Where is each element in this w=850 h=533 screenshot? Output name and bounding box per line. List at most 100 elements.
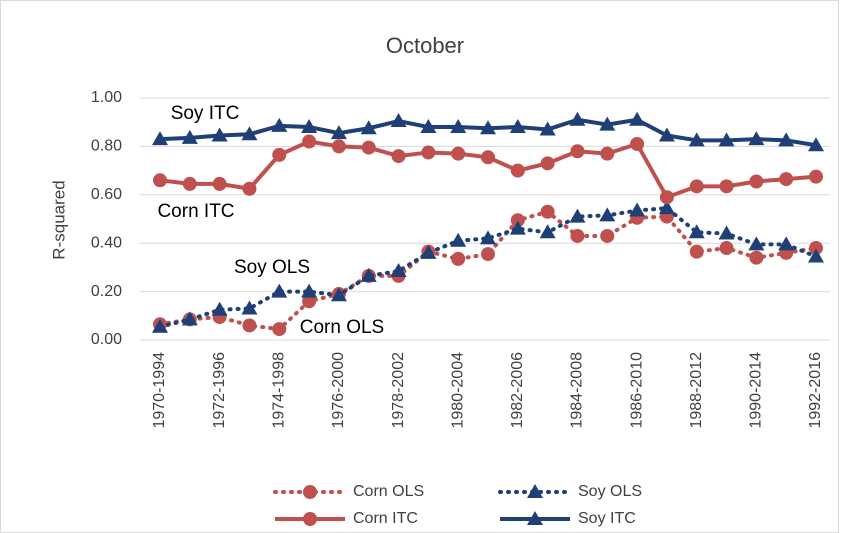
x-tick-label: 1990-2014 — [748, 352, 765, 429]
marker — [302, 294, 317, 309]
marker — [748, 236, 765, 251]
series — [153, 134, 823, 205]
annotation: Soy OLS — [234, 257, 310, 278]
chart-title: October — [386, 33, 464, 58]
marker — [808, 248, 824, 263]
marker — [242, 318, 257, 333]
marker — [718, 225, 735, 240]
marker — [539, 224, 556, 239]
legend-marker — [303, 512, 317, 526]
marker — [360, 267, 377, 282]
marker — [152, 131, 168, 146]
marker — [599, 116, 616, 131]
x-tick-label: 1992-2016 — [807, 352, 824, 429]
marker — [450, 119, 467, 134]
x-tick-label: 1984-2008 — [569, 352, 586, 429]
marker — [688, 224, 705, 239]
marker — [629, 202, 646, 217]
marker — [360, 120, 377, 135]
marker — [330, 287, 347, 302]
x-tick-label: 1986-2010 — [628, 352, 645, 429]
marker — [659, 190, 674, 205]
legend-label: Corn ITC — [353, 510, 418, 527]
x-tick-label: 1980-2004 — [449, 352, 466, 429]
marker — [570, 144, 585, 159]
marker — [719, 179, 734, 194]
y-tick-label: 0.60 — [91, 186, 122, 203]
marker — [481, 247, 495, 262]
y-tick-label: 0.00 — [91, 331, 122, 348]
marker — [749, 174, 764, 189]
series — [152, 111, 824, 152]
marker — [152, 318, 168, 333]
marker — [181, 311, 198, 326]
marker — [509, 220, 526, 235]
x-tick-label: 1976-2000 — [330, 352, 347, 429]
marker — [570, 228, 585, 243]
marker — [271, 117, 288, 132]
marker — [779, 172, 794, 187]
marker — [301, 119, 318, 134]
marker — [808, 137, 824, 152]
marker — [272, 322, 287, 337]
marker — [749, 250, 764, 265]
x-tick-label: 1988-2012 — [688, 352, 705, 429]
marker — [330, 125, 347, 140]
marker — [480, 120, 496, 135]
marker — [569, 208, 586, 223]
annotation: Soy ITC — [171, 103, 240, 124]
marker — [242, 181, 257, 196]
marker — [540, 156, 555, 171]
marker — [420, 119, 437, 134]
series-line — [158, 209, 818, 332]
marker — [271, 283, 288, 298]
marker — [540, 204, 555, 219]
marker — [450, 232, 467, 247]
marker — [182, 176, 197, 191]
marker — [302, 134, 317, 149]
marker — [658, 127, 675, 142]
marker — [331, 139, 346, 154]
marker — [241, 126, 258, 141]
marker — [600, 228, 615, 243]
marker — [719, 241, 734, 256]
marker — [688, 132, 705, 147]
series — [152, 200, 824, 333]
legend-marker — [527, 484, 543, 498]
marker — [390, 112, 407, 127]
marker — [809, 169, 823, 184]
marker — [451, 251, 466, 266]
annotation: Corn ITC — [157, 201, 234, 222]
legend-marker — [303, 485, 317, 499]
marker — [451, 146, 466, 161]
marker — [510, 213, 525, 228]
marker — [421, 145, 436, 160]
marker — [658, 200, 675, 215]
marker — [778, 236, 795, 251]
legend-item: Soy ITC — [500, 510, 636, 527]
y-tick-label: 0.80 — [91, 138, 122, 155]
marker — [689, 179, 704, 194]
marker — [211, 301, 228, 316]
marker — [629, 111, 646, 126]
legend-marker — [527, 511, 543, 525]
marker — [600, 146, 615, 161]
x-tick-label: 1978-2002 — [390, 352, 407, 429]
marker — [211, 127, 228, 142]
marker — [212, 176, 227, 191]
y-tick-label: 0.20 — [91, 283, 122, 300]
y-axis-label: R-squared — [49, 180, 68, 259]
x-tick-label: 1970-1994 — [151, 352, 168, 429]
marker — [599, 207, 616, 222]
legend-item: Corn OLS — [273, 483, 424, 500]
marker — [748, 131, 765, 146]
marker — [569, 111, 586, 126]
marker — [181, 129, 198, 144]
x-tick-label: 1974-1998 — [270, 352, 287, 429]
marker — [630, 136, 645, 151]
legend-label: Corn OLS — [353, 483, 424, 500]
marker — [301, 283, 318, 298]
y-tick-label: 0.40 — [91, 234, 122, 251]
